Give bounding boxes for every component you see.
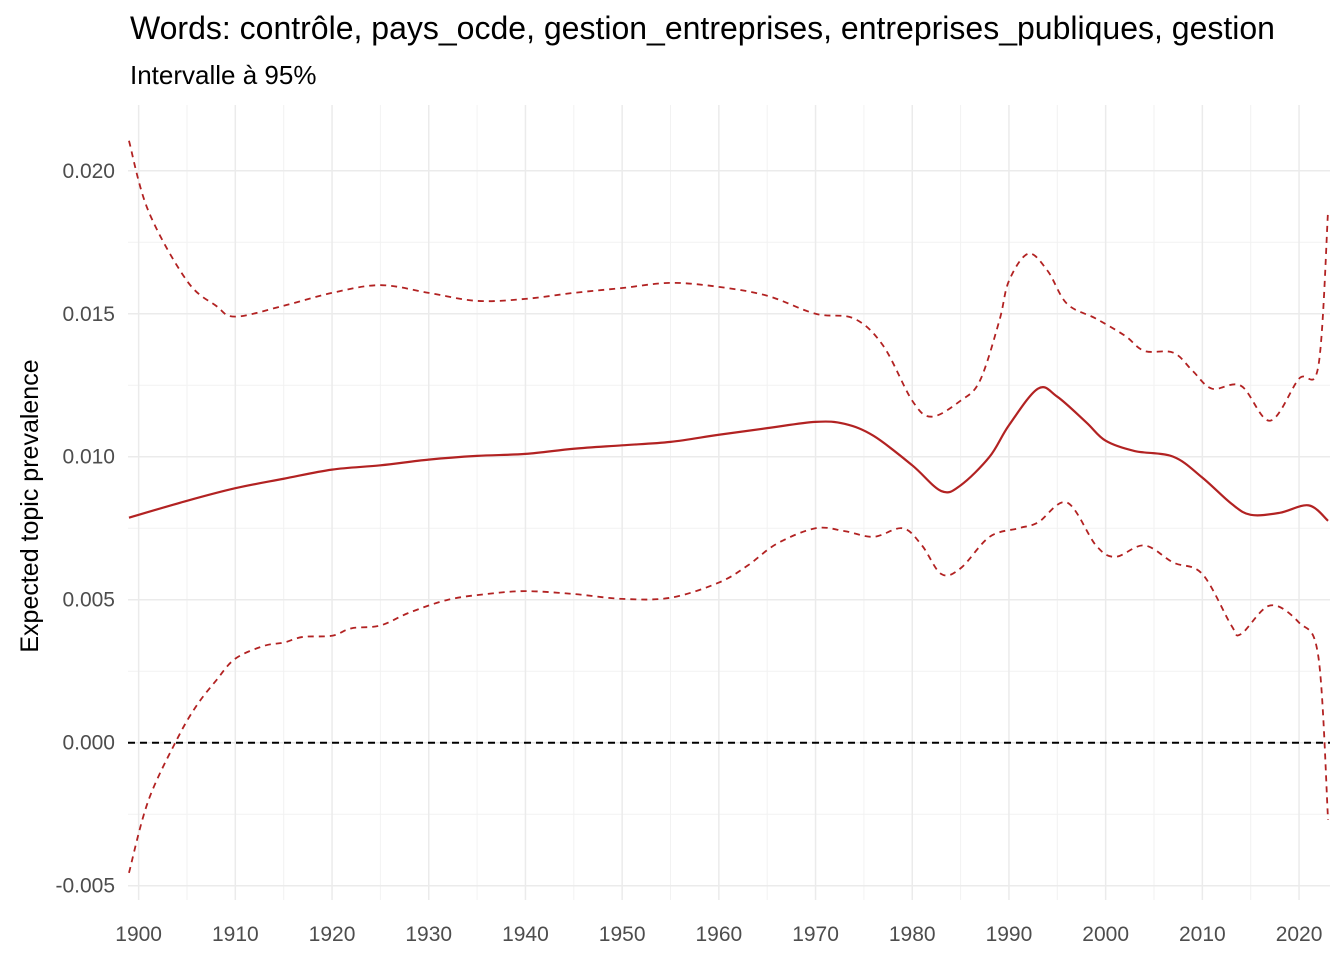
x-tick-label: 2020 (1276, 923, 1323, 946)
x-tick-label: 1940 (502, 923, 549, 946)
x-tick-label: 1960 (695, 923, 742, 946)
y-tick-label: 0.015 (62, 303, 115, 326)
grid (128, 105, 1330, 900)
x-tick-label: 1970 (792, 923, 839, 946)
x-tick-label: 1950 (599, 923, 646, 946)
y-tick-label: 0.000 (62, 732, 115, 755)
series-line-estimate (128, 386, 1329, 522)
x-tick-label: 1930 (405, 923, 452, 946)
y-axis-label: Expected topic prevalence (16, 359, 44, 652)
chart-title: Words: contrôle, pays_ocde, gestion_entr… (130, 10, 1275, 46)
y-tick-label: -0.005 (55, 875, 115, 898)
x-tick-label: 1980 (889, 923, 936, 946)
chart-subtitle: Intervalle à 95% (130, 60, 317, 90)
x-tick-label: 1910 (212, 923, 259, 946)
x-tick-label: 2010 (1179, 923, 1226, 946)
x-tick-label: 2000 (1082, 923, 1129, 946)
y-tick-label: 0.005 (62, 589, 115, 612)
y-tick-label: 0.020 (62, 160, 115, 183)
axes: -0.005 0.000 0.005 0.010 0.015 0.020 1900 1910 1… (55, 160, 1322, 946)
series-line-lower-95- (128, 501, 1329, 874)
y-tick-label: 0.010 (62, 446, 115, 469)
x-tick-label: 1920 (309, 923, 356, 946)
series-line-upper-95- (128, 140, 1329, 422)
series-lines (128, 140, 1330, 874)
x-tick-label: 1990 (986, 923, 1033, 946)
x-tick-label: 1900 (115, 923, 162, 946)
